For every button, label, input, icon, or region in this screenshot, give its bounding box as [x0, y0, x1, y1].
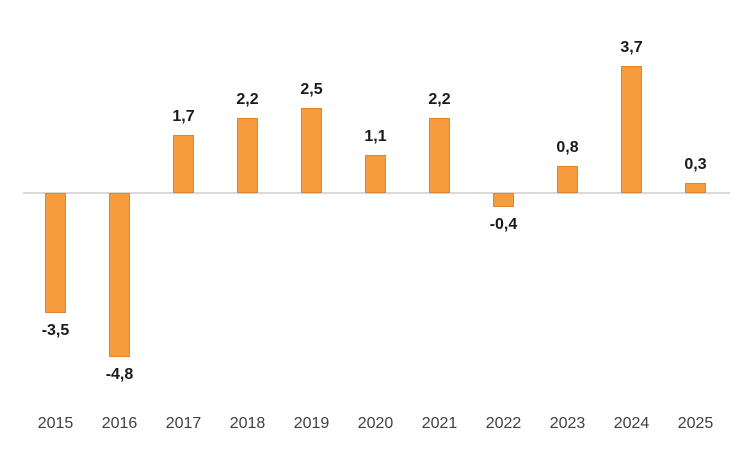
x-axis-label-2025: 2025 [677, 415, 714, 432]
bar-2018 [237, 117, 258, 193]
data-label-2017: 1,7 [172, 107, 195, 125]
x-axis-label-2018: 2018 [229, 415, 266, 432]
x-axis-label-2024: 2024 [613, 415, 650, 432]
data-label-2020: 1,1 [364, 128, 387, 146]
bar-2022 [493, 193, 514, 207]
x-axis-label-2019: 2019 [293, 415, 330, 432]
bar-2019 [301, 107, 322, 193]
x-axis-label-2020: 2020 [357, 415, 394, 432]
data-label-2023: 0,8 [556, 138, 579, 156]
bar-2016 [109, 193, 130, 358]
bar-2021 [429, 117, 450, 193]
x-axis-label-2023: 2023 [549, 415, 586, 432]
data-label-2018: 2,2 [236, 90, 259, 108]
data-label-2025: 0,3 [684, 155, 707, 173]
x-axis-line [23, 192, 730, 194]
bar-2025 [685, 182, 706, 193]
bar-2020 [365, 155, 386, 193]
data-label-2015: -3,5 [41, 321, 70, 339]
x-axis-label-2022: 2022 [485, 415, 522, 432]
data-label-2024: 3,7 [620, 39, 643, 57]
x-axis-label-2017: 2017 [165, 415, 202, 432]
x-axis-label-2015: 2015 [37, 415, 74, 432]
bar-2023 [557, 165, 578, 193]
x-axis-label-2021: 2021 [421, 415, 458, 432]
data-label-2016: -4,8 [105, 366, 134, 384]
data-label-2019: 2,5 [300, 80, 323, 98]
data-label-2021: 2,2 [428, 90, 451, 108]
x-axis-label-2016: 2016 [101, 415, 138, 432]
data-label-2022: -0,4 [489, 215, 518, 233]
bar-2024 [621, 66, 642, 193]
bar-2017 [173, 134, 194, 193]
bar-2015 [45, 193, 66, 313]
